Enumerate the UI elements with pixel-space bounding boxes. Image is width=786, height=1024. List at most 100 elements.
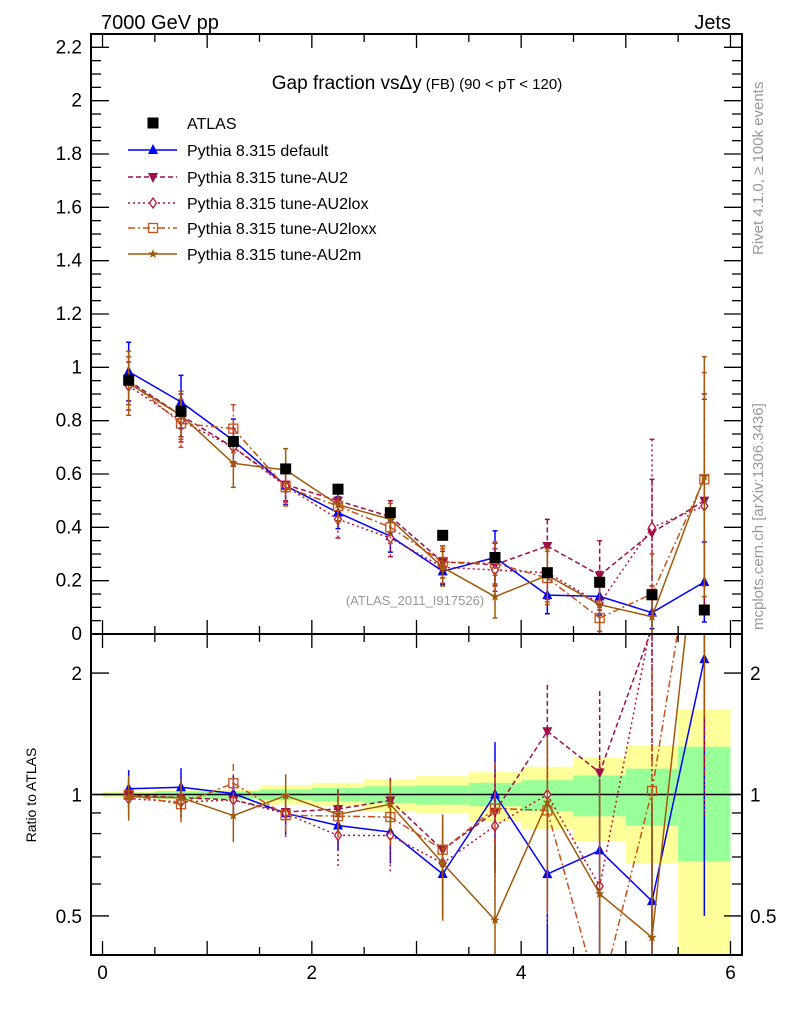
legend-entry-0: Pythia 8.315 default — [128, 143, 329, 160]
ratio-bands — [91, 709, 742, 955]
atlas-data-point — [227, 435, 239, 447]
axes: 0 2 4 6 0 0.2 0.4 0.6 0.8 1 1.2 1.4 1.6 1.8 2 2.2 0.5 0.5… — [56, 33, 776, 984]
legend-entry-4: Pythia 8.315 tune-AU2m — [128, 247, 361, 264]
data-point — [647, 521, 657, 534]
atlas-data-point — [384, 507, 396, 519]
y-tick-label: 2 — [71, 91, 82, 112]
ratio-point — [280, 790, 291, 800]
x-tick-label: 4 — [516, 963, 527, 984]
series-line — [128, 370, 705, 614]
ratio-point — [437, 858, 448, 868]
header-right: Jets — [694, 12, 731, 34]
data-point — [385, 514, 396, 524]
ratio-ylabel: Ratio to ATLAS — [23, 748, 39, 843]
chart-title-main: Gap fraction vsΔy — [272, 73, 422, 94]
data-point — [333, 499, 343, 509]
ratio-tick-label: 1 — [71, 786, 82, 807]
y-tick-label: 1.4 — [56, 251, 83, 272]
y-tick-label: 1.6 — [56, 197, 82, 218]
watermark: (ATLAS_2011_I917526) — [346, 593, 484, 608]
series-4 — [123, 350, 710, 635]
data-point — [699, 471, 710, 481]
main-panel — [123, 341, 710, 635]
ratio-point — [176, 792, 186, 802]
ratio-series-4 — [123, 633, 706, 955]
legend-label: Pythia 8.315 tune-AU2m — [187, 247, 361, 264]
atlas-data-point — [646, 589, 658, 601]
legend-marker — [147, 117, 159, 129]
ratio-point — [489, 803, 501, 814]
ratio-point — [646, 785, 658, 797]
legend-entry-atlas: ATLAS — [147, 116, 237, 133]
series-1 — [123, 355, 710, 611]
header-left: 7000 GeV pp — [101, 12, 219, 34]
legend-marker — [148, 196, 158, 210]
y-tick-label: 0.6 — [56, 464, 82, 485]
ratio-point — [228, 810, 239, 820]
y-tick-label: 0.4 — [56, 517, 83, 538]
legend-entry-1: Pythia 8.315 tune-AU2 — [128, 170, 348, 187]
ratio-point — [333, 809, 343, 819]
ratio-tick-label-right: 1 — [750, 786, 761, 807]
ratio-point — [542, 797, 553, 807]
series-line — [128, 385, 705, 604]
legend-label: Pythia 8.315 default — [187, 143, 329, 160]
atlas-data-point — [332, 483, 344, 495]
atlas-data-point — [541, 567, 553, 579]
atlas-data-point — [594, 576, 606, 588]
data-point — [228, 423, 239, 434]
ratio-point — [228, 778, 239, 789]
legend-entry-2: Pythia 8.315 tune-AU2lox — [128, 196, 368, 213]
ratio-point — [647, 932, 657, 942]
ratio-line — [128, 633, 650, 887]
x-tick-label: 0 — [97, 963, 108, 984]
legend-marker — [147, 222, 159, 234]
chart-title: Gap fraction vsΔy (FB) (90 < pT < 120) — [272, 73, 562, 94]
x-tick-label: 6 — [725, 963, 736, 984]
ratio-panel — [123, 633, 710, 956]
legend-entry-3: Pythia 8.315 tune-AU2loxx — [128, 221, 376, 238]
data-point — [228, 458, 239, 468]
atlas-data-point — [698, 604, 710, 616]
legend-marker — [148, 173, 158, 183]
y-tick-label: 2.2 — [56, 37, 82, 58]
ratio-tick-label-right: 0.5 — [750, 907, 776, 928]
ratio-tick-label-right: 2 — [750, 664, 761, 685]
y-tick-label: 1.2 — [56, 304, 82, 325]
data-point — [646, 528, 657, 539]
ratio-tick-label: 0.5 — [56, 907, 82, 928]
y-tick-label: 0.2 — [56, 571, 82, 592]
series-0 — [123, 341, 710, 630]
data-point — [594, 599, 605, 609]
data-point — [490, 591, 500, 601]
atlas-data-point — [175, 405, 187, 417]
atlas-data-point — [123, 374, 135, 386]
atlas-data-point — [280, 463, 292, 475]
legend-label: Pythia 8.315 tune-AU2 — [187, 170, 348, 187]
ratio-point — [490, 915, 500, 925]
y-tick-label: 1 — [71, 357, 82, 378]
ratio-point — [385, 799, 396, 809]
y-tick-label: 1.8 — [56, 144, 82, 165]
data-point — [437, 562, 448, 572]
atlas-data-point — [489, 551, 501, 563]
chart-title-suffix: (FB) (90 < pT < 120) — [426, 76, 562, 93]
side-mcplots: mcplots.cern.ch [arXiv:1306.3436] — [750, 403, 767, 630]
ratio-line — [128, 633, 687, 938]
legend-marker — [148, 249, 158, 258]
legend: ATLAS Pythia 8.315 default Pythia 8.315 tu… — [128, 116, 376, 264]
ratio-point — [123, 791, 134, 801]
side-rivet: Rivet 4.1.0, ≥ 100k events — [750, 82, 767, 255]
legend-marker — [148, 144, 158, 154]
atlas-data-point — [437, 529, 449, 541]
legend-label: Pythia 8.315 tune-AU2lox — [187, 196, 368, 213]
y-tick-label: 0.8 — [56, 411, 82, 432]
series-line — [128, 382, 706, 618]
y-tick-label: 0 — [71, 624, 82, 645]
x-tick-label: 2 — [307, 963, 318, 984]
ratio-line — [128, 658, 706, 902]
ratio-point — [594, 888, 605, 898]
legend-label: ATLAS — [187, 116, 237, 133]
ratio-point — [594, 768, 605, 779]
legend-label: Pythia 8.315 tune-AU2loxx — [187, 221, 376, 238]
